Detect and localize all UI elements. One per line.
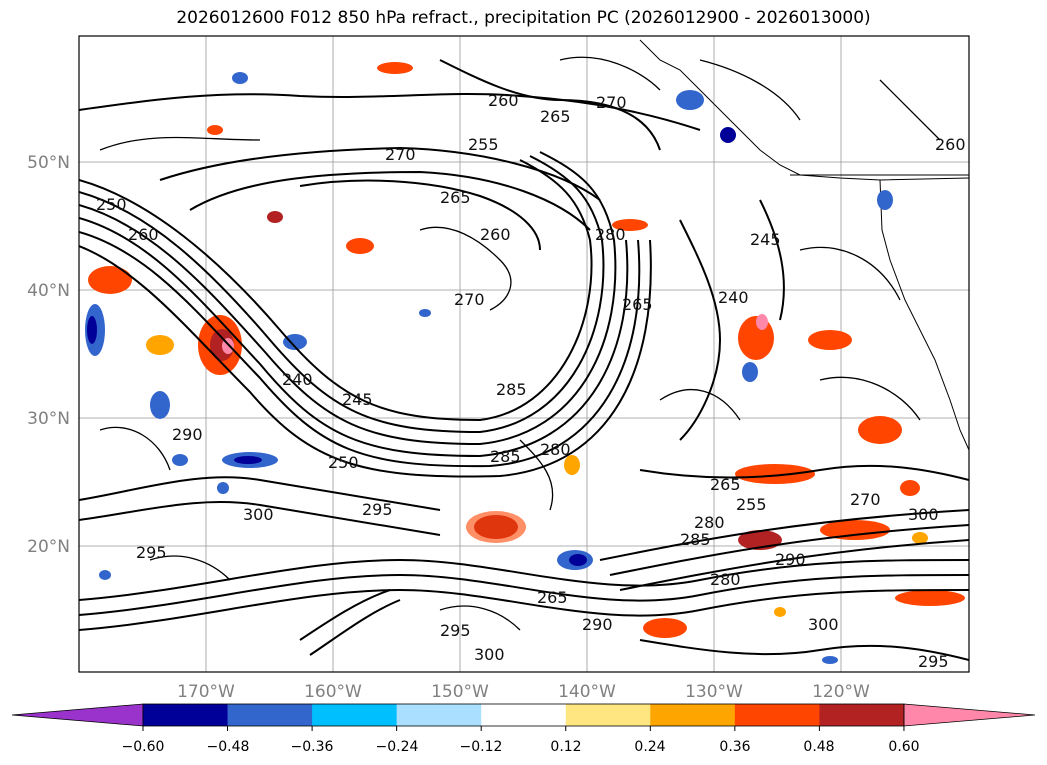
colorbar-tick: −0.48 — [207, 739, 250, 755]
contour-label: 280 — [540, 440, 571, 459]
map-title: 2026012600 F012 850 hPa refract., precip… — [176, 8, 871, 28]
lon-label: 170°W — [177, 682, 235, 702]
minor-contours — [99, 56, 941, 631]
contour-label: 290 — [775, 550, 806, 569]
contour-label: 260 — [480, 225, 511, 244]
colorbar-bin — [650, 704, 736, 726]
lon-label: 120°W — [812, 682, 870, 702]
coastlines — [639, 39, 969, 451]
colorbar-extend-low — [11, 703, 144, 727]
lat-label: 40°N — [27, 281, 70, 301]
colorbar-tick: −0.60 — [122, 739, 165, 755]
contour-label: 250 — [96, 195, 127, 214]
contour-label: 280 — [694, 513, 725, 532]
contour-label: 300 — [908, 505, 939, 524]
contour-label: 260 — [935, 135, 966, 154]
contour-label: 300 — [474, 645, 505, 664]
contour-label: 270 — [596, 93, 627, 112]
contour-label: 265 — [622, 295, 653, 314]
colorbar-extend-high — [903, 703, 1036, 727]
contour-label: 265 — [710, 475, 741, 494]
contour-label: 285 — [490, 447, 521, 466]
colorbar-bin — [481, 704, 567, 726]
colorbar-bin — [565, 704, 651, 726]
contour-label: 285 — [680, 530, 711, 549]
colorbar-tick: −0.24 — [376, 739, 419, 755]
colorbar-tick: −0.36 — [291, 739, 334, 755]
contour-label: 245 — [750, 230, 781, 249]
contour-label: 265 — [540, 107, 571, 126]
contour-label: 250 — [328, 453, 359, 472]
contour-label: 260 — [488, 91, 519, 110]
contour-label: 265 — [537, 588, 568, 607]
contour-label: 265 — [440, 188, 471, 207]
contour-label: 290 — [172, 425, 203, 444]
contour-label: 255 — [736, 495, 767, 514]
precip-shading — [85, 62, 965, 664]
colorbar-tick: 0.36 — [719, 739, 750, 755]
colorbar-bin — [734, 704, 820, 726]
colorbar-bin — [819, 704, 905, 726]
contour-label: 270 — [385, 145, 416, 164]
colorbar-frame — [142, 703, 905, 727]
colorbar-bin — [396, 704, 482, 726]
lat-labels: 50°N 40°N 30°N 20°N — [27, 153, 70, 557]
colorbar-bin — [227, 704, 313, 726]
contour-label: 245 — [342, 390, 373, 409]
lon-labels: 170°W 160°W 150°W 140°W 130°W 120°W — [177, 682, 870, 702]
contour-label: 300 — [808, 615, 839, 634]
lon-label: 160°W — [304, 682, 362, 702]
refractivity-contours — [79, 59, 969, 661]
colorbar-tick: 0.48 — [803, 739, 834, 755]
colorbar-tick: 0.12 — [550, 739, 581, 755]
lat-label: 30°N — [27, 409, 70, 429]
contour-label: 295 — [918, 652, 949, 671]
colorbar-tick: 0.24 — [634, 739, 665, 755]
colorbar-ticks: −0.60 −0.48 −0.36 −0.24 −0.12 0.12 0.24 … — [122, 739, 920, 755]
lon-label: 140°W — [558, 682, 616, 702]
contour-label: 295 — [136, 543, 167, 562]
contour-label: 270 — [454, 290, 485, 309]
contour-label: 270 — [850, 490, 881, 509]
map-frame — [78, 35, 970, 673]
colorbar-bin — [312, 704, 398, 726]
contour-labels: 260 265 270 255 265 260 280 270 245 240 … — [96, 91, 966, 671]
lon-label: 130°W — [685, 682, 743, 702]
contour-label: 300 — [243, 505, 274, 524]
contour-label: 290 — [582, 615, 613, 634]
lat-label: 50°N — [27, 153, 70, 173]
contour-label: 240 — [282, 370, 313, 389]
contour-label: 280 — [710, 570, 741, 589]
lon-label: 150°W — [431, 682, 489, 702]
colorbar-tick: 0.60 — [888, 739, 919, 755]
contour-label: 295 — [440, 621, 471, 640]
contour-label: 295 — [362, 500, 393, 519]
map-area: 260 265 270 255 265 260 280 270 245 240 … — [79, 36, 969, 672]
contour-label: 255 — [468, 135, 499, 154]
lat-label: 20°N — [27, 537, 70, 557]
colorbar-tick: −0.12 — [460, 739, 503, 755]
contour-label: 240 — [718, 288, 749, 307]
contour-label: 285 — [496, 380, 527, 399]
colorbar-bin — [143, 704, 229, 726]
contour-label: 260 — [128, 225, 159, 244]
contour-label: 280 — [595, 225, 626, 244]
colorbar — [11, 703, 1036, 731]
